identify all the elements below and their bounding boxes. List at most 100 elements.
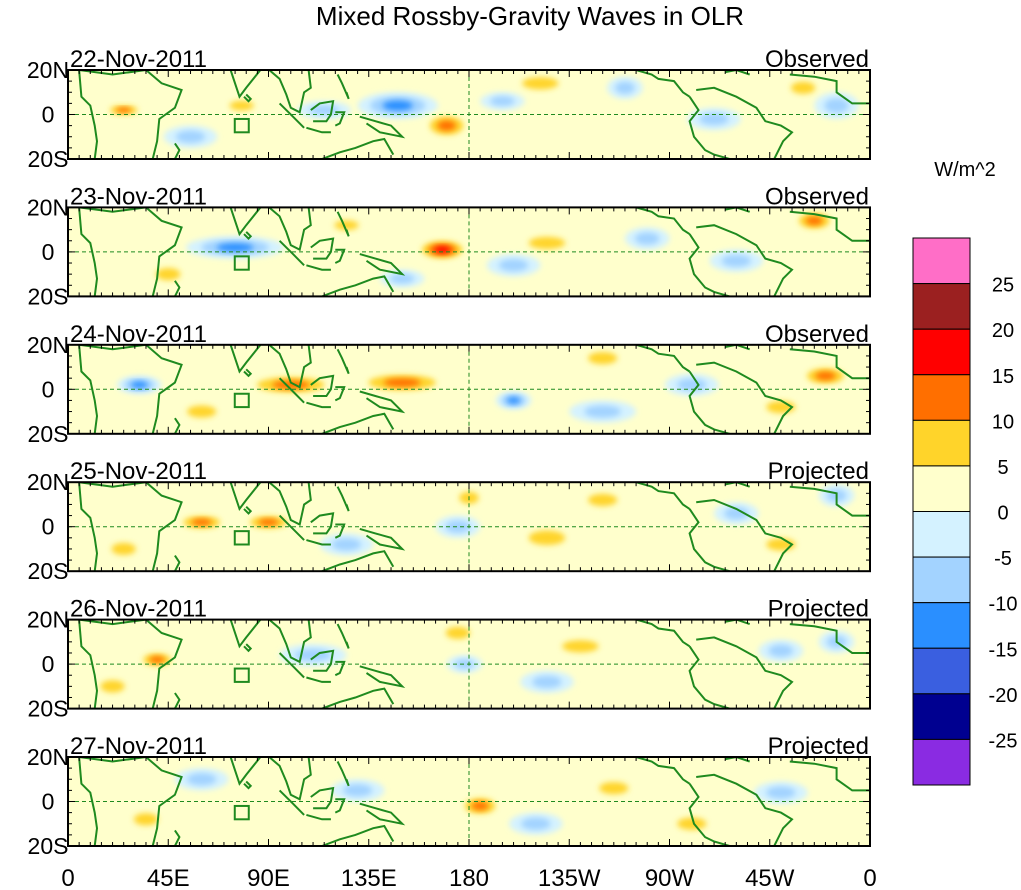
coastline (321, 687, 395, 709)
reference-box (233, 255, 250, 271)
panel-status: Observed (765, 183, 869, 210)
coastline (359, 802, 406, 826)
coastline (688, 96, 730, 159)
anomaly-contour (130, 381, 148, 389)
anomaly-contour (506, 397, 521, 404)
map-panel: 20N 0 20S 22-Nov-2011 Observed (27, 46, 871, 172)
anomaly-contour (815, 371, 836, 381)
colorbar-tick-label: -5 (994, 548, 1012, 570)
anomaly-contour (216, 243, 254, 252)
coastline (243, 505, 253, 515)
lon-tick-label: 90W (645, 865, 695, 890)
lat-tick-label: 20N (27, 469, 69, 495)
anomaly-contour (599, 782, 629, 795)
anomaly-contour (532, 675, 562, 688)
lat-tick-label: 20S (28, 283, 69, 309)
coastline (310, 512, 335, 535)
coastline (306, 264, 331, 271)
coastline (789, 623, 870, 654)
reference-box (233, 117, 250, 134)
map-panel: 20N 0 20S 23-Nov-2011 Observed (27, 183, 871, 309)
coastline (334, 798, 346, 814)
colorbar-tick-label: 10 (992, 411, 1014, 433)
coastlines (78, 70, 870, 159)
lat-tick-label: 20S (28, 558, 69, 584)
reference-box (233, 392, 250, 409)
coastline (278, 652, 305, 679)
colorbar-tick-label: -20 (989, 685, 1018, 707)
anomaly-contour (805, 216, 823, 225)
coastline (635, 207, 691, 235)
colorbar-swatch (912, 602, 971, 649)
panel-date: 26-Nov-2011 (70, 596, 207, 623)
coastline (174, 692, 181, 709)
anomaly-contour (498, 259, 529, 272)
anomaly-contour (588, 493, 618, 507)
colorbar-swatch (912, 556, 971, 604)
anomaly-contour (434, 246, 450, 253)
coastline (696, 498, 794, 572)
anomaly-contour (149, 656, 165, 663)
lon-tick-label: 180 (449, 865, 489, 890)
anomaly-contour (454, 659, 475, 669)
coastline (78, 70, 99, 159)
anomaly-contour (382, 100, 413, 111)
coastline (725, 70, 751, 76)
coastline (336, 348, 350, 375)
lat-tick-label: 0 (42, 376, 55, 402)
panel-date: 27-Nov-2011 (70, 733, 207, 760)
coastline (201, 70, 312, 114)
anomaly-contour (343, 784, 373, 797)
coastline (78, 482, 99, 572)
coastline (201, 757, 312, 801)
lat-tick-label: 20S (28, 833, 69, 859)
coastline (243, 231, 253, 241)
anomaly-contour (721, 254, 751, 267)
anomaly-contour (677, 378, 707, 391)
anomaly-contour (116, 107, 132, 113)
anomaly-contour (471, 801, 489, 811)
coastline (306, 126, 331, 134)
anomaly-contour (766, 786, 796, 799)
colorbar-swatch (912, 738, 971, 786)
anomaly-field (123, 768, 808, 835)
coastline (243, 643, 253, 653)
reference-box (233, 667, 250, 683)
coastline (334, 386, 346, 402)
lat-tick-label: 0 (42, 651, 55, 677)
colorbar-swatch (912, 465, 971, 512)
lon-tick-label: 0 (863, 865, 876, 890)
anomaly-contour (677, 817, 707, 830)
anomaly-contour (791, 81, 816, 94)
panel-status: Projected (768, 596, 869, 623)
anomaly-contour (229, 100, 254, 111)
coastline (359, 665, 406, 689)
coastline (174, 280, 181, 297)
panel-date: 23-Nov-2011 (70, 183, 207, 210)
coastline (306, 539, 331, 546)
coastline (321, 412, 395, 434)
anomaly-contour (824, 98, 849, 113)
colorbar: 25 20 15 10 5 0 -5 -10 -15 -20 -25 (912, 237, 1018, 786)
lon-tick-label: 135W (538, 865, 601, 890)
coastline (635, 482, 691, 510)
coastline (310, 237, 335, 260)
coastline (310, 649, 335, 672)
coastline (174, 142, 181, 159)
coastline (78, 619, 99, 709)
panel-date: 22-Nov-2011 (70, 46, 207, 73)
coastline (278, 102, 305, 129)
map-panel: 20N 0 20S 24-Nov-2011 Observed (27, 321, 871, 447)
coastline (789, 348, 870, 380)
anomaly-contour (437, 120, 456, 131)
colorbar-tick-label: 15 (992, 366, 1014, 388)
panel-status: Observed (765, 321, 869, 348)
anomaly-contour (768, 644, 794, 657)
coastline (278, 377, 305, 404)
colorbar-swatch (912, 283, 971, 330)
coastline (174, 829, 181, 846)
anomaly-field (101, 484, 855, 561)
panel-date: 24-Nov-2011 (70, 321, 207, 348)
anomaly-contour (562, 640, 599, 653)
coastline (725, 482, 751, 488)
